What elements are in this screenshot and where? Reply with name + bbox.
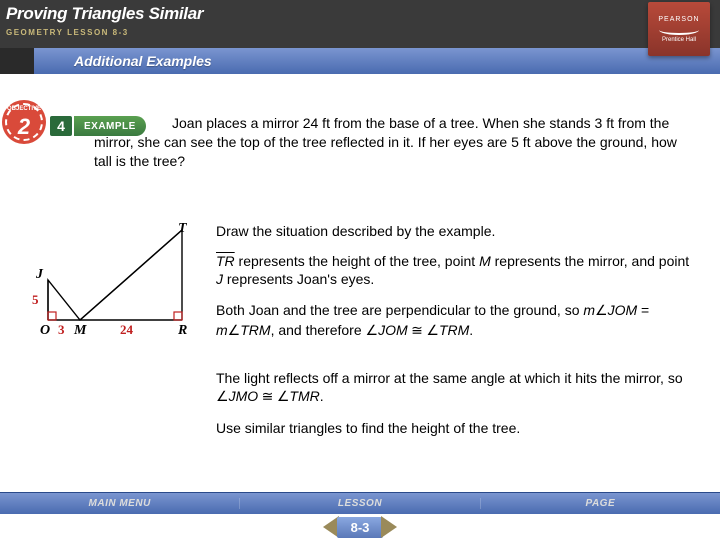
problem-text: Joan places a mirror 24 ft from the base… <box>94 114 690 171</box>
page-number: 8-3 <box>337 517 384 538</box>
example-number: 4 <box>50 116 72 136</box>
pager: 8-3 <box>0 514 720 540</box>
pt-m: M <box>479 253 491 269</box>
svg-text:O: O <box>40 323 50 338</box>
pt-j: J <box>216 271 223 287</box>
explain-4: The light reflects off a mirror at the s… <box>216 369 690 407</box>
svg-text:5: 5 <box>32 292 39 307</box>
svg-text:M: M <box>73 323 87 338</box>
logo-top: PEARSON <box>658 16 699 23</box>
logo-swoosh-icon <box>659 25 699 35</box>
next-arrow-icon[interactable] <box>381 516 397 538</box>
publisher-logo: PEARSON Prentice Hall <box>648 2 710 56</box>
explanation-top: Draw the situation described by the exam… <box>216 222 690 353</box>
svg-text:T: T <box>178 222 188 236</box>
section-label: Additional Examples <box>74 53 212 69</box>
seg-tr: TR <box>216 253 235 269</box>
explain-1: Draw the situation described by the exam… <box>216 222 690 240</box>
explain-2: TR represents the height of the tree, po… <box>216 252 690 288</box>
footer: MAIN MENU LESSON PAGE 8-3 <box>0 492 720 540</box>
explain-3: Both Joan and the tree are perpendicular… <box>216 301 690 341</box>
header: Proving Triangles Similar GEOMETRY LESSO… <box>0 0 720 48</box>
title-block: Proving Triangles Similar GEOMETRY LESSO… <box>6 4 203 37</box>
svg-text:J: J <box>35 267 44 282</box>
svg-text:R: R <box>177 323 187 338</box>
content: OBJECTIVE 2 4 EXAMPLE Joan places a mirr… <box>0 74 720 492</box>
objective-badge: OBJECTIVE 2 <box>2 100 46 144</box>
page-button[interactable]: PAGE <box>481 498 720 509</box>
problem-p1: Joan places a mirror 24 ft from the base… <box>94 114 690 171</box>
lesson-button[interactable]: LESSON <box>240 498 480 509</box>
footer-nav: MAIN MENU LESSON PAGE <box>0 492 720 514</box>
explanation-bottom: The light reflects off a mirror at the s… <box>216 369 690 450</box>
objective-number: 2 <box>2 114 46 140</box>
section-bar: Additional Examples <box>0 48 720 74</box>
objective-label: OBJECTIVE <box>2 106 46 112</box>
main-menu-button[interactable]: MAIN MENU <box>0 498 240 509</box>
explain-5: Use similar triangles to find the height… <box>216 419 690 437</box>
lesson-subtitle: GEOMETRY LESSON 8-3 <box>6 28 203 37</box>
logo-bottom: Prentice Hall <box>662 37 696 43</box>
triangle-diagram: J O M R T 5 3 24 <box>30 222 202 352</box>
page-title: Proving Triangles Similar <box>6 4 203 24</box>
svg-text:3: 3 <box>58 322 65 337</box>
svg-text:24: 24 <box>120 322 134 337</box>
